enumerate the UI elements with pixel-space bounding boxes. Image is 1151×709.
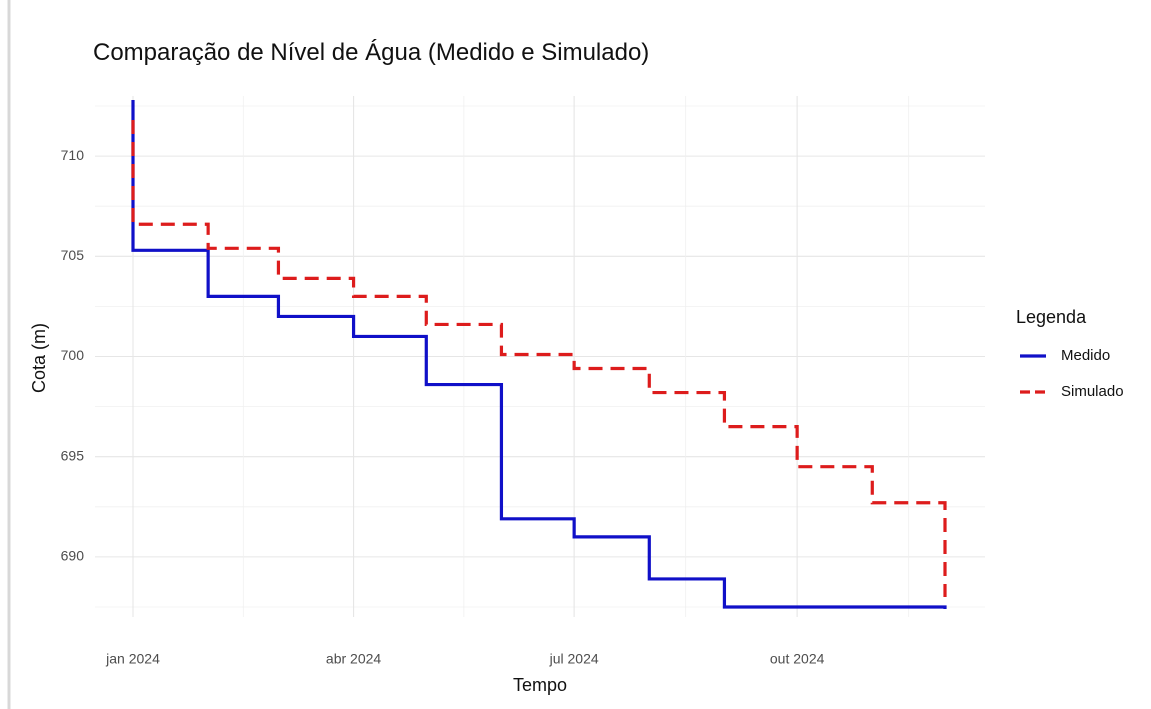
chart-title: Comparação de Nível de Água (Medido e Si…	[93, 39, 649, 66]
y-axis-title: Cota (m)	[29, 323, 49, 393]
series-line	[131, 100, 947, 609]
series-line	[131, 120, 947, 597]
x-tick-label: out 2024	[770, 651, 825, 667]
y-tick-label: 705	[61, 247, 85, 263]
legend-title: Legenda	[1016, 307, 1087, 327]
y-tick-label: 695	[61, 447, 85, 463]
x-tick-label: abr 2024	[326, 651, 381, 667]
x-tick-label: jan 2024	[105, 651, 160, 667]
legend-label: Medido	[1061, 347, 1110, 364]
legend-label: Simulado	[1061, 383, 1124, 400]
x-tick-label: jul 2024	[549, 651, 599, 667]
x-axis-title: Tempo	[513, 675, 567, 695]
y-tick-label: 710	[61, 147, 85, 163]
y-tick-label: 700	[61, 347, 85, 363]
y-tick-label: 690	[61, 548, 85, 564]
